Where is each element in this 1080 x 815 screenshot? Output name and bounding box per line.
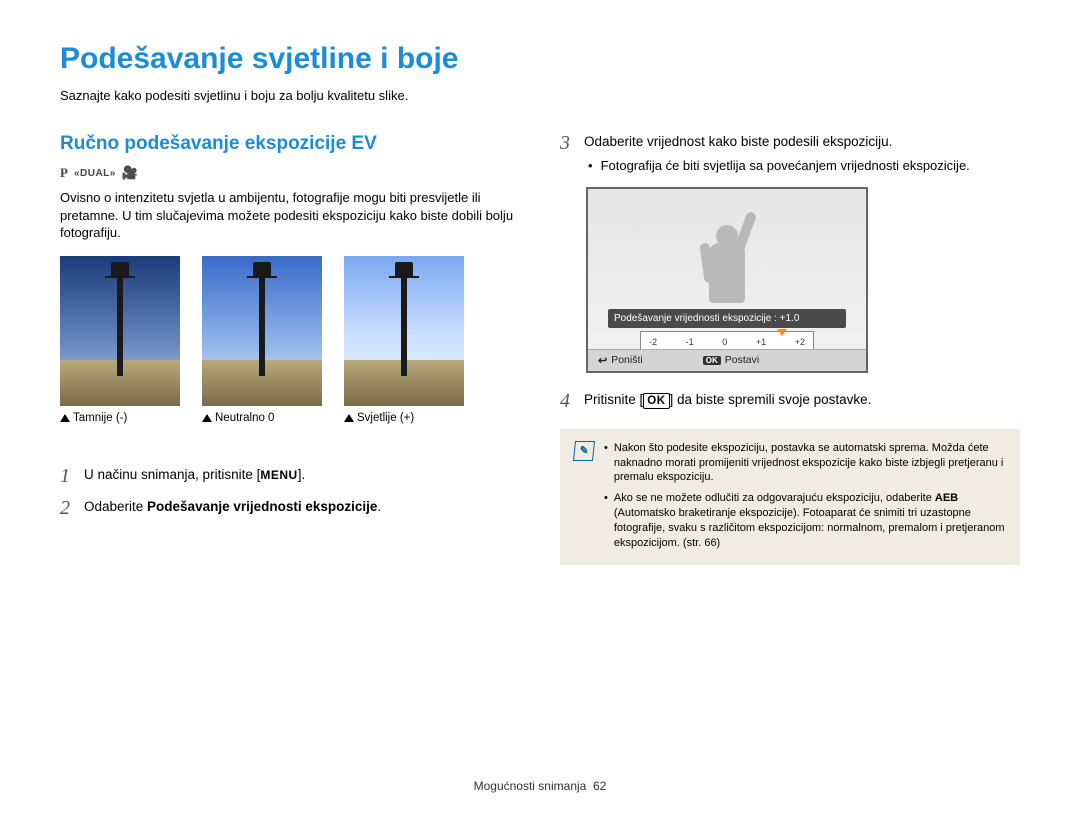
ev-label: Podešavanje vrijednosti ekspozicije : +1… — [608, 309, 846, 328]
triangle-icon — [60, 414, 70, 422]
step-3-text: Odaberite vrijednost kako biste podesili… — [584, 133, 1020, 151]
mode-video-icon: 🎥 — [122, 165, 138, 181]
step-4-text: Pritisnite [OK] da biste spremili svoje … — [584, 391, 1020, 411]
step-1-text: U načinu snimanja, pritisnite [MENU]. — [84, 466, 520, 486]
bullet-icon — [588, 157, 593, 175]
triangle-icon — [344, 414, 354, 422]
step-2-text: Odaberite Podešavanje vrijednosti ekspoz… — [84, 498, 520, 518]
triangle-icon — [202, 414, 212, 422]
ok-label: OK — [643, 393, 669, 409]
mode-p-icon: P — [60, 165, 68, 181]
caption-light: Svjetlije (+) — [344, 412, 464, 424]
example-image-light — [344, 256, 464, 406]
caption-neutral: Neutralno 0 — [202, 412, 322, 424]
left-column: Ručno podešavanje ekspozicije EV P «DUAL… — [60, 133, 520, 565]
step-4-number: 4 — [560, 391, 574, 411]
example-image-neutral — [202, 256, 322, 406]
info-bullet-1: Nakon što podesite ekspoziciju, postavka… — [614, 441, 1006, 486]
bullet-icon — [604, 491, 608, 550]
step-1-number: 1 — [60, 466, 74, 486]
ev-marker-icon — [777, 329, 787, 336]
step-3-bullet: Fotografija će biti svjetlija sa povećan… — [601, 157, 970, 175]
caption-dark: Tamnije (-) — [60, 412, 180, 424]
silhouette-icon — [682, 207, 772, 307]
camera-screen-preview: Podešavanje vrijednosti ekspozicije : +1… — [586, 187, 868, 373]
example-row: Tamnije (-) Neutralno 0 — [60, 256, 520, 424]
info-bullet-2: Ako se ne možete odlučiti za odgovarajuć… — [614, 491, 1006, 550]
info-box: ✎ Nakon što podesite ekspoziciju, postav… — [560, 429, 1020, 565]
mode-icons: P «DUAL» 🎥 — [60, 165, 520, 181]
menu-label: MENU — [260, 468, 297, 482]
bullet-icon — [604, 441, 608, 486]
step-2-number: 2 — [60, 498, 74, 518]
page-subtitle: Saznajte kako podesiti svjetlinu i boju … — [60, 88, 1020, 103]
section-title: Ručno podešavanje ekspozicije EV — [60, 133, 520, 155]
ok-small-icon: OK — [703, 356, 721, 365]
example-image-dark — [60, 256, 180, 406]
page-title: Podešavanje svjetline i boje — [60, 42, 1020, 76]
page-footer: Mogućnosti snimanja 62 — [0, 779, 1080, 793]
step-3-number: 3 — [560, 133, 574, 175]
intro-text: Ovisno o intenzitetu svjetla u ambijentu… — [60, 189, 520, 242]
info-icon: ✎ — [573, 441, 595, 461]
back-icon: ↩ — [598, 354, 607, 367]
right-column: 3 Odaberite vrijednost kako biste podesi… — [560, 133, 1020, 565]
set-label: Postavi — [725, 354, 759, 366]
cancel-label: Poništi — [611, 354, 643, 366]
mode-dual-icon: «DUAL» — [74, 168, 116, 179]
